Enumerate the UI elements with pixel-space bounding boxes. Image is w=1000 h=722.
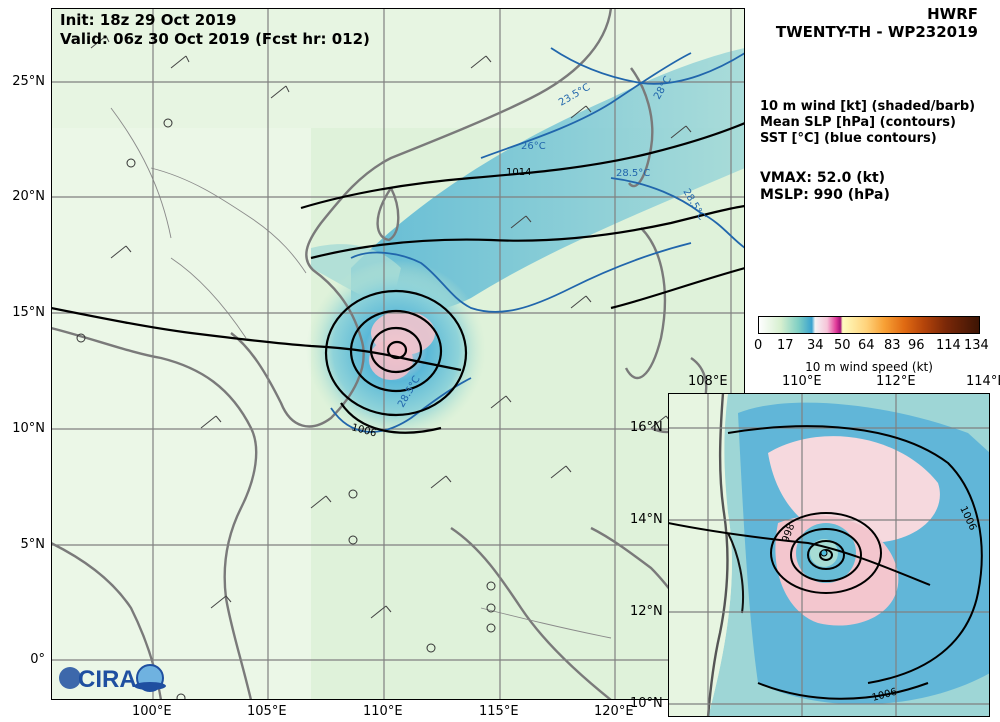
colorbar-tick: 0 xyxy=(754,338,763,353)
storm-core-pink-2 xyxy=(369,340,413,380)
inset-lat-tick: 14°N xyxy=(630,512,663,527)
inset-map-canvas: 1006 1006 998 xyxy=(668,393,990,717)
colorbar-tick: 50 xyxy=(834,338,851,353)
inset-lat-tick: 10°N xyxy=(630,696,663,711)
legend-sst: SST [°C] (blue contours) xyxy=(760,131,937,146)
storm-name: TWENTY-TH - WP232019 xyxy=(775,23,978,41)
sst-contours xyxy=(330,47,745,433)
inset-lat-tick: 16°N xyxy=(630,420,663,435)
vmax-stat: VMAX: 52.0 (kt) xyxy=(760,170,886,186)
cira-logo: CIRA xyxy=(58,660,168,696)
inset-lat-tick: 12°N xyxy=(630,604,663,619)
wind-band-scs xyxy=(351,48,745,315)
colorbar-tick: 134 xyxy=(964,338,989,353)
lat-tick: 5°N xyxy=(20,537,46,552)
lat-tick: 25°N xyxy=(12,74,45,89)
calm-markers xyxy=(76,118,496,700)
slp-contours xyxy=(51,121,745,434)
colorbar-tick: 34 xyxy=(807,338,824,353)
lon-tick: 115°E xyxy=(479,704,519,719)
colorbar-label: 10 m wind speed (kt) xyxy=(805,360,933,374)
lat-tick: 15°N xyxy=(12,305,45,320)
colorbar-tick: 114 xyxy=(936,338,961,353)
legend-wind: 10 m wind [kt] (shaded/barb) xyxy=(760,99,976,114)
lat-tick: 20°N xyxy=(12,189,45,204)
sst-label-26: 26°C xyxy=(521,141,546,152)
init-time: Init: 18z 29 Oct 2019 xyxy=(60,11,237,29)
cira-logo-text: CIRA xyxy=(78,666,137,693)
colorbar-ticks: 0 17 34 50 64 83 96 114 134 xyxy=(754,334,989,354)
model-name: HWRF xyxy=(927,5,978,23)
inset-lon-tick: 112°E xyxy=(876,374,916,389)
wind-barbs xyxy=(90,35,692,619)
colorbar-tick: 17 xyxy=(777,338,794,353)
colorbar-tick: 64 xyxy=(858,338,875,353)
main-map: 1014 1006 23.5°C 26°C 28.5°C 28.5°C 28.5… xyxy=(51,8,745,700)
lat-tick: 10°N xyxy=(12,421,45,436)
legend-slp: Mean SLP [hPa] (contours) xyxy=(760,115,956,130)
valid-time: Valid: 06z 30 Oct 2019 (Fcst hr: 012) xyxy=(60,30,370,48)
colorbar xyxy=(758,316,980,334)
lon-tick: 105°E xyxy=(247,704,287,719)
country-borders xyxy=(110,107,612,639)
inset-lon-tick: 114°E xyxy=(966,374,1000,389)
colorbar-tick: 83 xyxy=(884,338,901,353)
sst-label-285a: 28.5°C xyxy=(616,168,650,179)
slp-label-1014: 1014 xyxy=(506,167,531,178)
lon-tick: 100°E xyxy=(132,704,172,719)
inset-lon-tick: 108°E xyxy=(688,374,728,389)
inset-map: 1006 1006 998 xyxy=(668,393,990,717)
lon-tick: 110°E xyxy=(363,704,403,719)
lat-tick: 0° xyxy=(30,652,45,667)
mslp-stat: MSLP: 990 (hPa) xyxy=(760,187,890,203)
main-map-canvas: 1014 1006 23.5°C 26°C 28.5°C 28.5°C 28.5… xyxy=(51,8,745,700)
lon-tick: 120°E xyxy=(594,704,634,719)
inset-lon-tick: 110°E xyxy=(782,374,822,389)
colorbar-tick: 96 xyxy=(908,338,925,353)
